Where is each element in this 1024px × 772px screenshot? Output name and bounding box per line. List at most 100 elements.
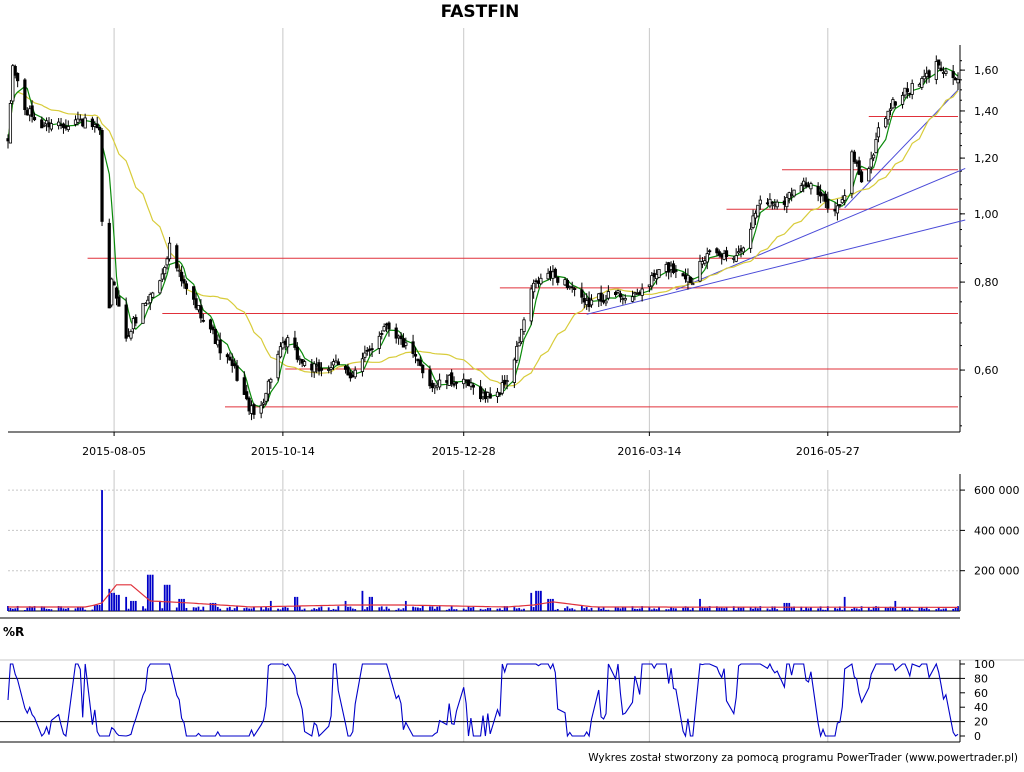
candle-body [141,302,145,324]
volume-bar [906,609,909,611]
candle-body [276,353,280,379]
volume-bar [911,609,914,611]
candle-body [175,245,179,269]
volume-bar [286,607,289,611]
candle-body [724,250,729,257]
volume-bar [151,574,154,611]
volume-bar [7,605,9,611]
candle-body [756,204,760,217]
volume-bar [689,609,692,611]
volume-bar [421,606,424,611]
volume-bar [684,606,687,611]
volume-bar [404,600,407,611]
volume-bar [954,607,957,611]
volume-bar [790,606,793,611]
volume-bar [335,609,337,611]
candle-body [840,199,844,204]
volume-bar [192,607,195,611]
volume-bar [621,607,624,611]
volume-bar [368,596,371,611]
volume-bar [506,606,509,611]
volume-bar [168,584,171,611]
volume-bar [226,607,229,611]
volume-bar [891,606,894,611]
candle-body [589,299,594,306]
volume-bar [870,609,873,611]
candle-body [705,253,709,263]
candle-body [418,359,422,366]
volume-bar [479,608,482,611]
grid-lines: 2015-08-05 2015-10-14 2015-12-28 2016-03-14… [82,28,860,742]
volume-bar [937,607,940,611]
volume-bar [77,607,79,611]
volume-bar [867,607,870,611]
candle-body [387,322,391,330]
candle-body [606,291,610,299]
volume-bar [327,607,330,611]
volume-bar [395,609,398,611]
volume-bar [484,609,487,611]
volume-bar [60,606,62,611]
volume-bar [318,607,320,611]
candle-body [180,271,184,282]
volume-bar [108,588,111,611]
candle-body [242,377,246,395]
wr-tick-label: 100 [974,658,995,671]
volume-bar [467,606,470,611]
candle-body [319,368,324,371]
candle-body [775,201,779,208]
candle-body [556,276,560,283]
candle-body [741,247,746,253]
volume-bar [817,608,820,611]
volume-bar [756,608,759,611]
candlesticks [6,55,960,421]
wr-tick-label: 20 [974,716,988,729]
candle-body [57,121,61,127]
x-tick-label: 2015-08-05 [82,445,146,458]
candle-body [657,269,661,278]
candle-body [599,292,603,302]
candle-body [529,288,533,322]
volume-bar [347,606,349,611]
volume-bar [93,604,96,611]
candle-body [44,120,49,125]
y-tick-label: 1,40 [974,105,999,118]
x-tick-label: 2015-10-14 [251,445,315,458]
candle-body [616,290,620,293]
volume-bar [807,608,810,611]
candle-body [826,198,830,209]
volume-bar [884,607,887,611]
candle-body [281,342,285,349]
volume-bar [590,607,593,611]
wr-tick-label: 60 [974,687,988,700]
volume-bar [942,608,945,611]
volume-bar [400,609,402,611]
candle-body [399,335,403,340]
candle-body [717,251,721,256]
volume-bar [265,607,267,611]
volume-bar [573,609,576,611]
volume-bar [472,606,475,611]
candle-body [749,228,753,249]
volume-bar [91,609,94,611]
volume-bar [759,606,762,611]
volume-bar [315,609,318,611]
candle-body [143,302,148,307]
candle-body [370,348,374,351]
y-tick-label: 1,20 [974,152,999,165]
volume-bar [699,598,701,611]
volume-bar [602,607,605,611]
candle-body [235,365,239,381]
candle-body [30,105,34,117]
candle-body [336,361,340,366]
candle-body [261,402,266,405]
candle-body [213,329,217,345]
volume-bar [568,608,571,611]
volume-bar [482,609,484,611]
candle-body [329,367,333,370]
candle-body [208,319,213,330]
volume-tick-label: 400 000 [974,524,1020,537]
volume-bar [732,606,735,611]
volume-bar [810,607,812,611]
volume-bar [771,606,774,611]
